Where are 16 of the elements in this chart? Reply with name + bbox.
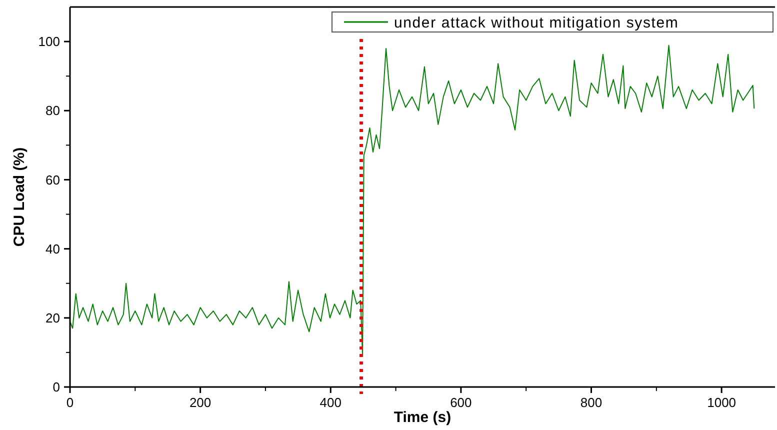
- y-tick-label: 40: [46, 241, 60, 256]
- x-tick-label: 0: [66, 395, 74, 410]
- x-tick-label: 400: [320, 395, 342, 410]
- x-tick-label: 200: [189, 395, 212, 410]
- x-axis-title: Time (s): [394, 409, 452, 426]
- y-tick-label: 0: [52, 380, 60, 395]
- y-tick-label: 80: [46, 103, 60, 118]
- x-tick-label: 800: [580, 395, 602, 410]
- x-tick-label: 600: [450, 395, 472, 410]
- y-axis-title: CPU Load (%): [11, 147, 28, 247]
- x-tick-label: 1000: [707, 395, 736, 410]
- y-tick-label: 100: [38, 34, 60, 50]
- legend-label: under attack without mitigation system: [394, 14, 679, 32]
- y-tick-label: 60: [46, 172, 60, 188]
- line-series: [70, 44, 755, 356]
- y-tick-label: 20: [46, 310, 60, 326]
